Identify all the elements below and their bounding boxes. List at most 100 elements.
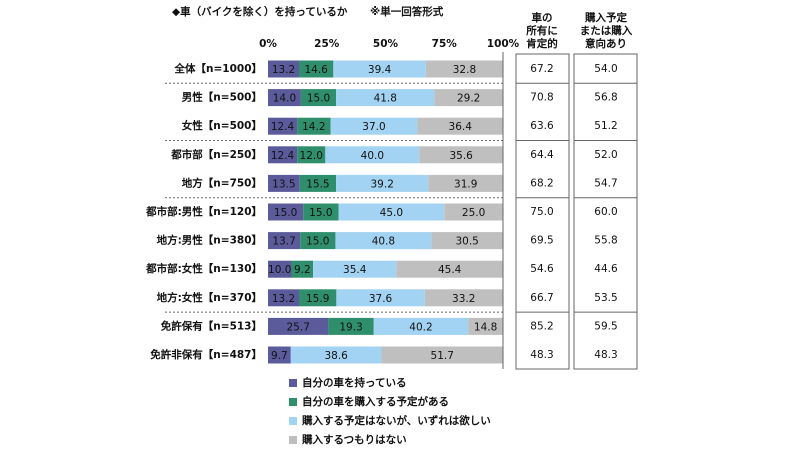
bar-segment xyxy=(268,117,298,135)
bar-segment xyxy=(373,317,469,335)
bar-segment xyxy=(336,174,429,192)
bar-segment xyxy=(336,89,435,107)
table-header: 所有に xyxy=(526,24,558,37)
table-cell: 85.2 xyxy=(530,320,553,332)
table-cell: 48.3 xyxy=(594,349,617,361)
value-label: 39.2 xyxy=(371,178,394,190)
category-label: 都市部:男性【n=120】 xyxy=(145,205,262,218)
legend-label: 購入する予定はないが、いずれは欲しい xyxy=(301,414,491,427)
bar-segment xyxy=(419,146,503,164)
table-cell: 64.4 xyxy=(530,149,554,161)
bar-segment xyxy=(268,289,300,307)
value-label: 37.0 xyxy=(362,121,385,133)
value-label: 14.8 xyxy=(474,321,497,333)
bar-segment xyxy=(300,89,337,107)
value-label: 15.5 xyxy=(306,178,329,190)
value-label: 15.0 xyxy=(309,207,332,219)
bar-segment xyxy=(333,60,426,78)
bar-segment xyxy=(325,146,420,164)
table-header: 購入予定 xyxy=(584,11,627,24)
category-label: 全体【n=1000】 xyxy=(174,62,263,75)
bar-segment xyxy=(336,289,425,307)
bar-segment xyxy=(299,60,334,78)
chart-title: ◆車（バイクを除く）を持っているか xyxy=(172,5,348,18)
value-label: 40.2 xyxy=(409,321,432,333)
legend-label: 購入するつもりはない xyxy=(301,433,407,446)
legend-swatch xyxy=(289,398,297,406)
value-label: 9.7 xyxy=(271,350,288,362)
category-label: 女性【n=500】 xyxy=(182,119,262,132)
bar-segment xyxy=(299,289,337,307)
table-header: または購入 xyxy=(580,24,633,37)
legend-label: 自分の車を購入する予定がある xyxy=(302,395,449,408)
table-header: 肯定的 xyxy=(526,37,558,50)
bar-segment xyxy=(328,317,374,335)
value-label: 15.0 xyxy=(307,93,330,105)
table-cell: 48.3 xyxy=(530,349,553,361)
bar-segment xyxy=(268,174,300,192)
table-cell: 56.8 xyxy=(594,92,617,104)
value-label: 40.8 xyxy=(372,236,395,248)
bar-segment xyxy=(396,260,503,278)
value-label: 14.0 xyxy=(273,93,296,105)
category-label: 都市部:女性【n=130】 xyxy=(145,262,262,275)
table-cell: 53.5 xyxy=(594,292,617,304)
value-label: 25.7 xyxy=(287,321,310,333)
chart-subtitle: ※単一回答形式 xyxy=(370,5,444,18)
category-label: 免許保有【n=513】 xyxy=(161,319,262,332)
bar-segment xyxy=(268,232,301,250)
table-cell: 52.0 xyxy=(594,149,617,161)
category-label: 地方:女性【n=370】 xyxy=(157,291,262,304)
bar-segment xyxy=(297,117,331,135)
bar-segment xyxy=(303,203,339,221)
value-label: 30.5 xyxy=(455,236,478,248)
bar-segment xyxy=(468,317,503,335)
table-cell: 69.5 xyxy=(530,235,553,247)
value-label: 36.4 xyxy=(449,121,473,133)
value-label: 12.4 xyxy=(271,150,295,162)
value-label: 25.0 xyxy=(462,207,485,219)
bar-segment xyxy=(313,260,397,278)
table-column xyxy=(515,53,570,370)
table-cell: 66.7 xyxy=(530,292,553,304)
value-label: 32.8 xyxy=(453,64,476,76)
value-label: 33.2 xyxy=(452,293,475,305)
table-cell: 54.0 xyxy=(594,63,617,75)
table-cell: 68.2 xyxy=(530,177,553,189)
value-label: 38.6 xyxy=(324,350,348,362)
value-label: 19.3 xyxy=(339,321,362,333)
table-cell: 54.7 xyxy=(594,177,617,189)
bar-segment xyxy=(290,346,382,364)
bar-segment xyxy=(444,203,503,221)
bar-segment xyxy=(291,260,314,278)
table-cell: 67.2 xyxy=(530,63,553,75)
value-label: 51.7 xyxy=(431,350,454,362)
value-label: 40.0 xyxy=(361,150,384,162)
value-label: 45.4 xyxy=(438,264,462,276)
x-tick-label: 50% xyxy=(373,38,399,50)
bar-segment xyxy=(300,232,336,250)
value-label: 10.0 xyxy=(268,264,291,276)
value-label: 39.4 xyxy=(368,64,392,76)
value-label: 41.8 xyxy=(374,93,397,105)
table-cell: 44.6 xyxy=(594,263,618,275)
category-label: 地方【n=750】 xyxy=(182,176,262,189)
value-label: 45.0 xyxy=(380,207,403,219)
value-label: 13.2 xyxy=(272,293,295,305)
bar-segment xyxy=(268,60,300,78)
value-label: 15.0 xyxy=(274,207,297,219)
bar-segment xyxy=(268,146,298,164)
value-label: 9.2 xyxy=(294,264,311,276)
legend-swatch xyxy=(289,436,297,444)
bar-segment xyxy=(330,117,418,135)
bar-segment xyxy=(417,117,503,135)
value-label: 13.2 xyxy=(272,64,295,76)
category-label: 男性【n=500】 xyxy=(182,91,262,104)
table-header: 車の xyxy=(532,11,553,24)
value-label: 14.6 xyxy=(304,64,328,76)
table-header: 意向あり xyxy=(585,37,627,50)
bar-segment xyxy=(335,232,432,250)
table-cell: 60.0 xyxy=(594,206,617,218)
table-cell: 63.6 xyxy=(530,120,554,132)
